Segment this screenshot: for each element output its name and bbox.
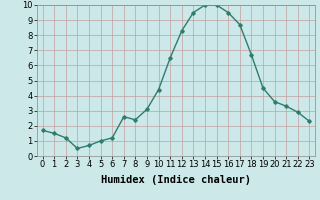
X-axis label: Humidex (Indice chaleur): Humidex (Indice chaleur)	[101, 175, 251, 185]
